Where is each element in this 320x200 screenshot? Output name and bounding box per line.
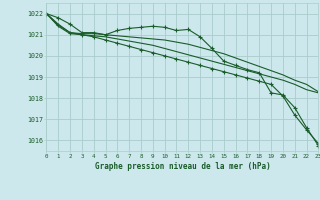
X-axis label: Graphe pression niveau de la mer (hPa): Graphe pression niveau de la mer (hPa) — [94, 162, 270, 171]
